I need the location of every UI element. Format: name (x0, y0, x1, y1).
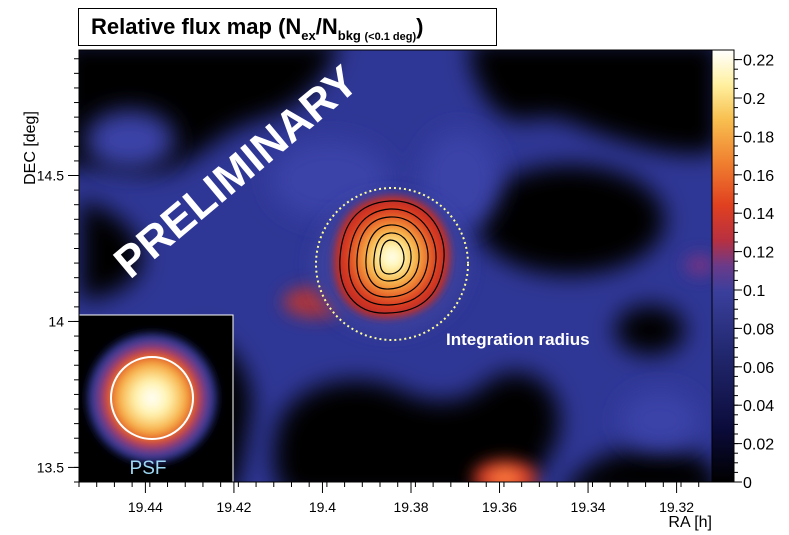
psf-label: PSF (130, 458, 167, 479)
colorbar-tick-label: 0.06 (743, 360, 774, 377)
colorbar-tick-label: 0.12 (743, 245, 774, 262)
y-axis: 13.5 14 14.5 (37, 58, 79, 483)
mid-flux-regions (85, 110, 700, 450)
x-axis-label: RA [h] (668, 514, 712, 531)
psf-inset: PSF (78, 314, 234, 483)
chart-title: Relative flux map (Nex/Nbkg (<0.1 deg)) (78, 8, 497, 46)
colorbar-tick-label: 0.18 (743, 129, 774, 146)
colorbar-tick-label: 0.08 (743, 321, 774, 338)
contour-lines (339, 200, 445, 314)
x-tick-label: 19.32 (659, 499, 694, 515)
y-tick-label: 13.5 (37, 459, 64, 475)
colorbar-tick-label: 0.14 (743, 206, 774, 223)
colorbar-tick-label: 0.04 (743, 398, 774, 415)
colorbar-tick-label: 0.22 (743, 53, 774, 70)
colorbar (711, 49, 735, 483)
integration-circle (315, 187, 469, 341)
y-tick-label: 14 (48, 313, 64, 329)
y-tick-label: 14.5 (37, 168, 64, 184)
colorbar-tick-label: 0.2 (743, 91, 765, 108)
x-tick-label: 19.36 (482, 499, 517, 515)
x-axis: 19.44 19.42 19.4 19.38 19.36 19.34 19.32 (78, 482, 700, 515)
x-tick-label: 19.4 (309, 499, 336, 515)
colorbar-tick-label: 0.02 (743, 437, 774, 454)
psf-circle (110, 356, 194, 440)
x-tick-label: 19.44 (128, 499, 163, 515)
x-tick-label: 19.42 (216, 499, 251, 515)
colorbar-tick-label: 0.16 (743, 168, 774, 185)
colorbar-axis: 0 0.02 0.04 0.06 0.08 0.1 0.12 0.14 0.16 0.18 0.2 0… (734, 53, 774, 492)
colorbar-tick-label: 0 (743, 475, 752, 492)
integration-radius-label: Integration radius (446, 330, 590, 349)
y-axis-label: DEC [deg] (22, 111, 39, 185)
colorbar-tick-label: 0.1 (743, 283, 765, 300)
x-tick-label: 19.38 (393, 499, 428, 515)
x-tick-label: 19.34 (571, 499, 606, 515)
